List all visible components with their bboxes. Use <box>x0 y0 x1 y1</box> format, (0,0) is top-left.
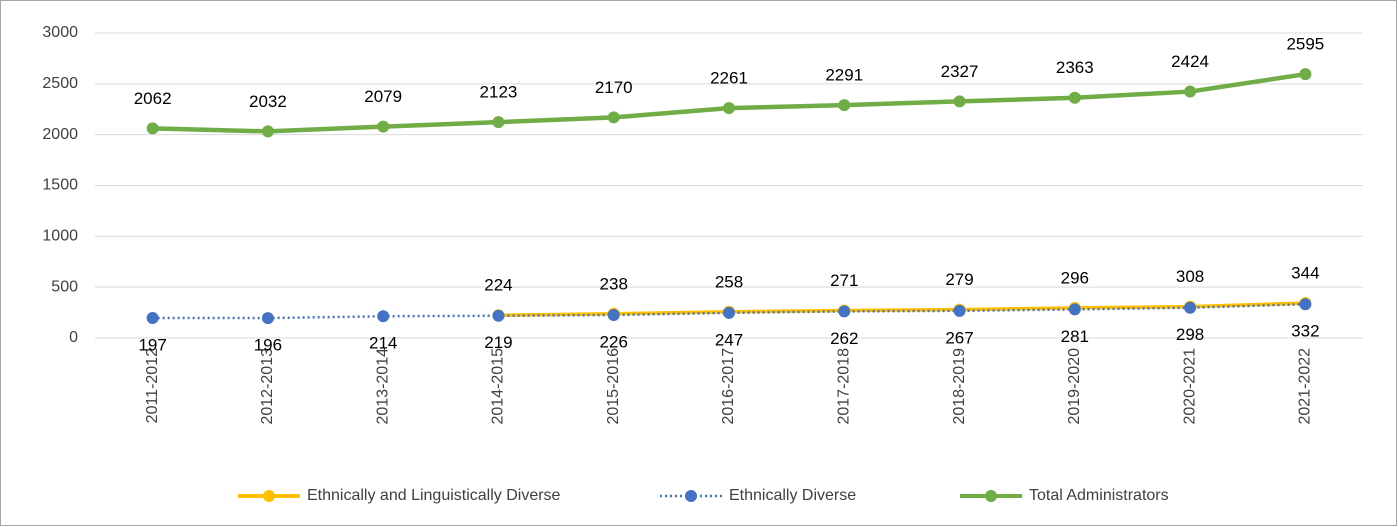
x-tick-label: 2011-2012 <box>144 348 161 423</box>
point <box>377 120 390 133</box>
legend-marker <box>263 490 275 502</box>
legend-label: Ethnically and Linguistically Diverse <box>307 487 561 504</box>
point <box>838 305 851 318</box>
y-tick-label: 2500 <box>42 75 78 92</box>
data-label: 2424 <box>1171 52 1209 71</box>
point <box>1184 85 1197 98</box>
data-label: 2261 <box>710 69 748 88</box>
x-tick-label: 2019-2020 <box>1066 348 1083 425</box>
point <box>492 309 505 322</box>
point <box>146 122 159 135</box>
data-label: 296 <box>1061 268 1089 287</box>
point <box>1068 91 1081 104</box>
data-label: 2291 <box>825 66 863 85</box>
legend-marker <box>985 490 997 502</box>
data-label: 2595 <box>1286 35 1324 54</box>
x-tick-label: 2016-2017 <box>720 348 737 425</box>
data-label: 344 <box>1291 264 1319 283</box>
point <box>953 95 966 108</box>
data-label: 247 <box>715 330 743 349</box>
x-tick-label: 2014-2015 <box>490 348 507 425</box>
data-label: 196 <box>254 336 282 355</box>
data-label: 238 <box>600 274 628 293</box>
x-tick-label: 2021-2022 <box>1297 348 1314 425</box>
data-label: 2062 <box>134 89 172 108</box>
point <box>261 312 274 325</box>
point <box>1068 303 1081 316</box>
point <box>723 306 735 319</box>
point <box>492 116 505 129</box>
data-label: 2363 <box>1056 58 1094 77</box>
point <box>607 111 620 124</box>
data-label: 2032 <box>249 92 287 111</box>
point <box>607 309 620 322</box>
point <box>953 304 966 317</box>
x-tick-label: 2015-2016 <box>605 348 622 425</box>
point <box>261 125 274 138</box>
point <box>377 310 390 323</box>
y-tick-label: 0 <box>69 329 78 346</box>
data-label: 2123 <box>480 83 518 102</box>
x-tick-label: 2013-2014 <box>374 348 391 425</box>
data-label: 267 <box>945 328 973 347</box>
y-tick-label: 2000 <box>42 126 78 143</box>
data-label: 2170 <box>595 78 633 97</box>
x-tick-label: 2017-2018 <box>835 348 852 425</box>
data-label: 308 <box>1176 267 1204 286</box>
point <box>1299 298 1312 311</box>
data-label: 197 <box>138 335 166 354</box>
data-label: 2327 <box>941 62 979 81</box>
y-tick-label: 1500 <box>42 177 78 194</box>
legend-label: Ethnically Diverse <box>729 487 856 504</box>
data-label: 271 <box>830 271 858 290</box>
point <box>723 102 735 115</box>
x-tick-label: 2018-2019 <box>951 348 968 425</box>
point <box>1299 68 1312 81</box>
data-label: 279 <box>945 270 973 289</box>
point <box>146 311 159 324</box>
data-label: 332 <box>1291 322 1319 341</box>
data-label: 262 <box>830 329 858 348</box>
point <box>838 99 851 112</box>
data-label: 214 <box>369 334 397 353</box>
data-label: 226 <box>600 333 628 352</box>
data-label: 258 <box>715 272 743 291</box>
data-label: 2079 <box>364 87 402 106</box>
data-label: 224 <box>484 276 512 295</box>
point <box>1184 301 1197 314</box>
y-tick-label: 1000 <box>42 228 78 245</box>
y-tick-label: 500 <box>51 278 78 295</box>
data-label: 281 <box>1061 327 1089 346</box>
legend-marker <box>685 490 697 502</box>
data-label: 219 <box>484 333 512 352</box>
y-tick-label: 3000 <box>42 24 78 41</box>
legend-label: Total Administrators <box>1029 487 1169 504</box>
x-tick-label: 2012-2013 <box>259 348 276 425</box>
data-label: 298 <box>1176 325 1204 344</box>
x-tick-label: 2020-2021 <box>1181 348 1198 425</box>
